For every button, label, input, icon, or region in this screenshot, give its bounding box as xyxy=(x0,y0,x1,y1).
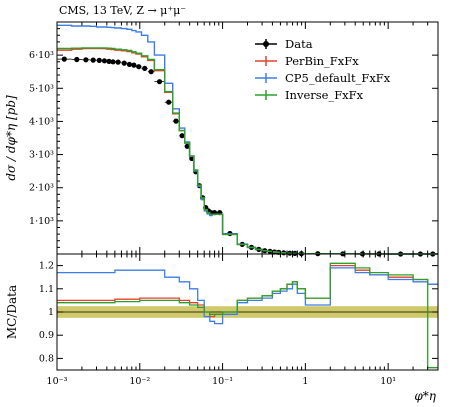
main-plot: 1·10³ 2·10³ 3·10³ 4·10³ 5·10³ 6·10³ xyxy=(29,22,439,257)
x-tick-label: 10⁻³ xyxy=(47,376,68,387)
data-point xyxy=(106,58,112,64)
x-tick-label: 1 xyxy=(302,376,308,387)
chart-title: CMS, 13 TeV, Z → μ⁺μ⁻ xyxy=(59,4,186,17)
legend-marker xyxy=(263,41,269,47)
data-point xyxy=(121,60,127,66)
legend-entry: Data xyxy=(285,37,313,51)
data-point xyxy=(148,69,154,75)
data-point xyxy=(96,57,102,64)
data-point xyxy=(61,56,67,62)
data-point xyxy=(189,155,195,162)
main-frame xyxy=(56,21,439,255)
ratio-y-tick-label: 0.8 xyxy=(39,353,54,364)
ratio-frame xyxy=(56,253,439,371)
ratio-y-tick-label: 1.2 xyxy=(39,261,54,272)
data-point xyxy=(90,57,96,63)
main-y-axis-label: dσ / dφ*η [pb] xyxy=(4,95,18,181)
data-point xyxy=(83,57,89,63)
ratio-y-tick-label: 1 xyxy=(48,307,54,318)
data-point xyxy=(136,64,142,70)
legend-entry: Inverse_FxFx xyxy=(285,88,364,102)
data-point xyxy=(126,61,132,67)
x-tick-label: 10¹ xyxy=(380,376,396,387)
x-axis-label: φ*η xyxy=(414,389,436,403)
data-point xyxy=(166,99,172,105)
data-point xyxy=(131,62,137,68)
ratio-line-Inverse_FxFx xyxy=(57,262,438,369)
data-point xyxy=(115,59,121,65)
ratio-y-axis-label: MC/Data xyxy=(5,285,19,339)
legend-entry: PerBin_FxFx xyxy=(285,54,359,68)
x-tick-label: 10⁻² xyxy=(129,376,150,387)
legend: Data PerBin_FxFx CP5_default_FxFx Inverse_F… xyxy=(255,37,391,102)
data-point xyxy=(173,118,179,124)
data-point xyxy=(156,79,163,85)
data-point xyxy=(110,59,116,65)
main-y-tick-label: 6·10³ xyxy=(29,50,54,61)
ratio-plot: 0.8 0.9 1 1.1 1.2 10⁻³ 10⁻² 10⁻¹ 1 10¹ xyxy=(39,254,439,387)
ratio-y-tick-label: 1.1 xyxy=(39,284,54,295)
data-point xyxy=(142,65,148,71)
main-y-tick-label: 5·10³ xyxy=(29,83,54,94)
data-point xyxy=(101,58,107,64)
ratio-y-tick-label: 0.9 xyxy=(39,330,54,341)
legend-entry: CP5_default_FxFx xyxy=(285,71,391,85)
data-point xyxy=(179,133,185,139)
x-tick-label: 10⁻¹ xyxy=(212,376,233,387)
main-y-tick-label: 2·10³ xyxy=(29,183,54,194)
data-point xyxy=(184,143,190,149)
data-point xyxy=(74,56,80,63)
main-y-tick-label: 4·10³ xyxy=(29,116,54,127)
main-y-tick-label: 3·10³ xyxy=(29,150,54,161)
main-y-tick-label: 1·10³ xyxy=(29,216,54,227)
